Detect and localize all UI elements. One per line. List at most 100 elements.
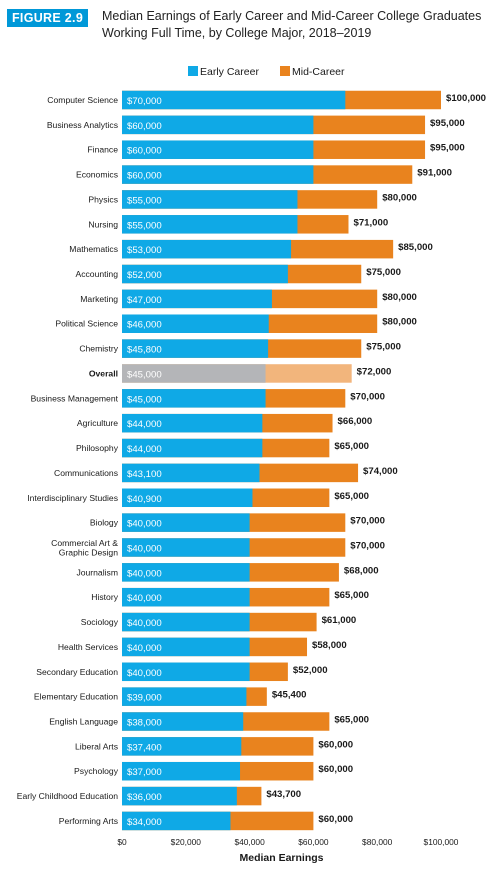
data-label-early-career: $70,000 <box>127 96 162 107</box>
data-label-mid-career: $71,000 <box>353 217 388 228</box>
data-label-early-career: $37,400 <box>127 742 162 753</box>
category-label: Business Management <box>31 393 119 403</box>
bar-early-career <box>122 662 250 682</box>
data-label-mid-career: $60,000 <box>318 739 353 750</box>
category-label: Mathematics <box>69 244 118 254</box>
bar-early-career <box>122 687 247 706</box>
category-label: Secondary Education <box>36 667 118 677</box>
bar-early-career <box>122 438 263 458</box>
bar-row: Computer Science $70,000 $100,000 <box>47 90 486 110</box>
data-label-mid-career: $95,000 <box>430 118 465 129</box>
data-label-early-career: $40,000 <box>127 618 162 629</box>
x-tick-label: $20,000 <box>171 837 202 847</box>
bar-early-career <box>122 90 346 110</box>
category-label: Psychology <box>74 766 119 776</box>
bars: Computer Science $70,000 $100,000 Business … <box>17 90 486 831</box>
bar-row: Economics $60,000 $91,000 <box>76 165 452 184</box>
chart-title-line-1: Median Earnings of Early Career and Mid-… <box>102 9 482 23</box>
category-label: English Language <box>49 717 118 727</box>
chart-title-line-2: Working Full Time, by College Major, 201… <box>102 26 372 40</box>
data-label-early-career: $34,000 <box>127 817 162 828</box>
category-label: Political Science <box>55 319 118 329</box>
data-label-mid-career: $60,000 <box>318 814 353 825</box>
category-label: Finance <box>87 145 118 155</box>
data-label-mid-career: $65,000 <box>334 715 369 726</box>
category-label: History <box>91 592 118 602</box>
data-label-mid-career: $75,000 <box>366 342 401 353</box>
bar-row: Business Management $45,000 $70,000 <box>31 389 385 408</box>
x-axis-title: Median Earnings <box>239 852 323 864</box>
category-label: Sociology <box>81 617 119 627</box>
bar-row: History $40,000 $65,000 <box>91 587 369 607</box>
bar-row: Journalism $40,000 $68,000 <box>76 563 379 582</box>
bar-early-career <box>122 389 266 408</box>
bar-early-career <box>122 513 250 532</box>
data-label-early-career: $47,000 <box>127 295 162 306</box>
category-label: Early Childhood Education <box>17 791 118 801</box>
category-label: Overall <box>89 368 118 378</box>
bar-early-career <box>122 140 314 159</box>
category-label: Interdisciplinary Studies <box>27 493 118 503</box>
data-label-mid-career: $91,000 <box>417 168 452 179</box>
data-label-early-career: $40,000 <box>127 568 162 579</box>
bar-row: Sociology $40,000 $61,000 <box>81 612 356 632</box>
data-label-early-career: $40,900 <box>127 494 162 505</box>
category-label: Philosophy <box>76 443 119 453</box>
data-label-early-career: $40,000 <box>127 519 162 530</box>
category-label: Chemistry <box>79 344 118 354</box>
x-tick-label: $40,000 <box>234 837 265 847</box>
data-label-mid-career: $68,000 <box>344 565 379 576</box>
figure-badge: FIGURE 2.9 <box>7 9 89 27</box>
category-label: Business Analytics <box>47 120 118 130</box>
bar-row: Performing Arts $34,000 $60,000 <box>59 811 353 831</box>
category-label: Journalism <box>76 567 118 577</box>
bar-row: English Language $38,000 $65,000 <box>49 712 369 731</box>
bar-early-career <box>122 364 266 383</box>
bar-early-career <box>122 712 244 731</box>
data-label-mid-career: $80,000 <box>382 192 417 203</box>
category-label: Biology <box>90 518 119 528</box>
bar-row: Secondary Education $40,000 $52,000 <box>36 662 328 682</box>
data-label-early-career: $45,000 <box>127 394 162 405</box>
category-label: Accounting <box>75 269 118 279</box>
data-label-mid-career: $70,000 <box>350 391 385 402</box>
bar-row: Communications $43,100 $74,000 <box>54 463 398 483</box>
bar-row: Psychology $37,000 $60,000 <box>74 761 353 781</box>
bar-row: Philosophy $44,000 $65,000 <box>76 438 369 458</box>
data-label-mid-career: $72,000 <box>357 366 392 377</box>
bar-early-career <box>122 786 237 806</box>
category-label: Communications <box>54 468 118 478</box>
category-label: Nursing <box>88 219 118 229</box>
bar-row: Agriculture $44,000 $66,000 <box>77 413 373 433</box>
data-label-mid-career: $60,000 <box>318 764 353 775</box>
bar-early-career <box>122 463 260 483</box>
bar-early-career <box>122 289 272 309</box>
bar-early-career <box>122 761 241 781</box>
legend: Early Career Mid-Career <box>188 66 345 78</box>
data-label-mid-career: $70,000 <box>350 540 385 551</box>
data-label-mid-career: $58,000 <box>312 640 347 651</box>
x-axis: $0 $20,000 $40,000 $60,000 $80,000 $100,000 Me… <box>117 837 458 864</box>
data-label-mid-career: $66,000 <box>338 416 373 427</box>
bar-early-career <box>122 339 269 358</box>
data-label-early-career: $55,000 <box>127 195 162 206</box>
bar-early-career <box>122 563 250 582</box>
data-label-early-career: $60,000 <box>127 171 162 182</box>
bar-row: Finance $60,000 $95,000 <box>87 140 465 159</box>
data-label-early-career: $40,000 <box>127 593 162 604</box>
data-label-mid-career: $80,000 <box>382 292 417 303</box>
data-label-mid-career: $65,000 <box>334 491 369 502</box>
data-label-early-career: $37,000 <box>127 767 162 778</box>
category-label: Performing Arts <box>59 816 118 826</box>
bar-early-career <box>122 811 231 831</box>
bar-early-career <box>122 612 250 632</box>
data-label-mid-career: $65,000 <box>334 441 369 452</box>
x-tick-label: $60,000 <box>298 837 329 847</box>
bar-early-career <box>122 488 253 508</box>
data-label-early-career: $60,000 <box>127 146 162 157</box>
data-label-early-career: $43,100 <box>127 469 162 480</box>
data-label-mid-career: $80,000 <box>382 317 417 328</box>
bar-early-career <box>122 165 314 184</box>
data-label-mid-career: $74,000 <box>363 466 398 477</box>
